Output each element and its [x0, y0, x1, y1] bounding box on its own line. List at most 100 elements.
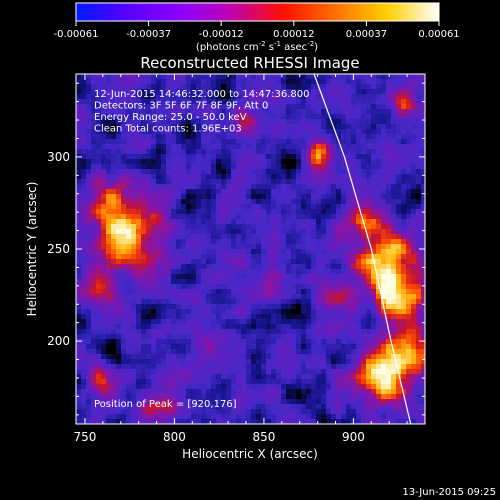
heatmap-cell	[146, 329, 152, 335]
heatmap-cell	[301, 409, 307, 415]
heatmap-cell	[411, 289, 417, 295]
heatmap-cell	[416, 279, 422, 285]
heatmap-cell	[291, 324, 297, 330]
heatmap-cell	[181, 354, 187, 360]
heatmap-cell	[216, 309, 222, 315]
heatmap-cell	[421, 259, 425, 265]
heatmap-cell	[176, 134, 182, 140]
heatmap-cell	[231, 204, 237, 210]
heatmap-cell	[156, 304, 162, 310]
heatmap-cell	[261, 84, 267, 90]
heatmap-cell	[141, 259, 147, 265]
heatmap-cell	[296, 164, 302, 170]
heatmap-cell	[366, 299, 372, 305]
heatmap-cell	[381, 169, 387, 175]
heatmap-cell	[251, 119, 257, 125]
heatmap-cell	[111, 169, 117, 175]
heatmap-cell	[306, 169, 312, 175]
heatmap-cell	[311, 334, 317, 340]
heatmap-cell	[146, 234, 152, 240]
heatmap-cell	[191, 164, 197, 170]
heatmap-cell	[191, 404, 197, 410]
heatmap-cell	[221, 129, 227, 135]
heatmap-cell	[201, 139, 207, 145]
heatmap-cell	[96, 334, 102, 340]
heatmap-cell	[216, 139, 222, 145]
heatmap-cell	[351, 309, 357, 315]
heatmap-cell	[286, 79, 292, 85]
heatmap-cell	[91, 344, 97, 350]
heatmap-cell	[336, 319, 342, 325]
heatmap-cell	[316, 134, 322, 140]
heatmap-cell	[241, 84, 247, 90]
heatmap-cell	[136, 189, 142, 195]
heatmap-cell	[156, 334, 162, 340]
heatmap-cell	[276, 199, 282, 205]
heatmap-cell	[261, 164, 267, 170]
heatmap-cell	[186, 349, 192, 355]
heatmap-cell	[296, 149, 302, 155]
heatmap-cell	[216, 319, 222, 325]
heatmap-cell	[391, 384, 397, 390]
heatmap-cell	[306, 204, 312, 210]
heatmap-cell	[316, 184, 322, 190]
heatmap-cell	[416, 319, 422, 325]
heatmap-cell	[271, 249, 277, 255]
heatmap-cell	[386, 129, 392, 135]
heatmap-cell	[131, 344, 137, 350]
heatmap-cell	[286, 409, 292, 415]
heatmap-cell	[331, 334, 337, 340]
heatmap-cell	[391, 154, 397, 160]
heatmap-cell	[136, 154, 142, 160]
heatmap-cell	[176, 284, 182, 290]
heatmap-cell	[251, 294, 257, 300]
heatmap-cell	[341, 259, 347, 265]
heatmap-cell	[281, 154, 287, 160]
heatmap-cell	[411, 149, 417, 155]
heatmap-cell	[286, 154, 292, 160]
heatmap-cell	[151, 104, 157, 110]
heatmap-cell	[176, 244, 182, 250]
heatmap-cell	[361, 239, 367, 245]
heatmap-cell	[141, 324, 147, 330]
heatmap-cell	[171, 389, 177, 395]
heatmap-cell	[201, 309, 207, 315]
heatmap-cell	[401, 84, 407, 90]
heatmap-cell	[91, 84, 97, 90]
heatmap-cell	[421, 159, 425, 165]
heatmap-cell	[106, 209, 112, 215]
heatmap-cell	[346, 214, 352, 220]
heatmap-cell	[211, 139, 217, 145]
heatmap-cell	[96, 254, 102, 260]
heatmap-cell	[86, 114, 92, 120]
heatmap-cell	[401, 189, 407, 195]
heatmap-cell	[341, 394, 347, 400]
heatmap-cell	[276, 399, 282, 405]
heatmap-cell	[411, 164, 417, 170]
heatmap-cell	[366, 159, 372, 165]
heatmap-cell	[96, 304, 102, 310]
heatmap-cell	[336, 389, 342, 395]
heatmap-cell	[416, 284, 422, 290]
heatmap-cell	[311, 239, 317, 245]
heatmap-cell	[191, 419, 197, 424]
heatmap-cell	[161, 204, 167, 210]
heatmap-cell	[231, 79, 237, 85]
heatmap-cell	[371, 79, 377, 85]
heatmap-cell	[291, 79, 297, 85]
heatmap-cell	[381, 349, 387, 355]
heatmap-cell	[271, 294, 277, 300]
heatmap-cell	[231, 104, 237, 110]
heatmap-cell	[381, 409, 387, 415]
heatmap-cell	[316, 414, 322, 420]
heatmap-cell	[156, 254, 162, 260]
heatmap-cell	[176, 154, 182, 160]
heatmap-cell	[351, 159, 357, 165]
heatmap-cell	[246, 109, 252, 115]
heatmap-cell	[256, 79, 262, 85]
heatmap-cell	[306, 229, 312, 235]
heatmap-cell	[231, 119, 237, 125]
heatmap-cell	[331, 244, 337, 250]
heatmap-cell	[416, 94, 422, 100]
heatmap-cell	[401, 244, 407, 250]
